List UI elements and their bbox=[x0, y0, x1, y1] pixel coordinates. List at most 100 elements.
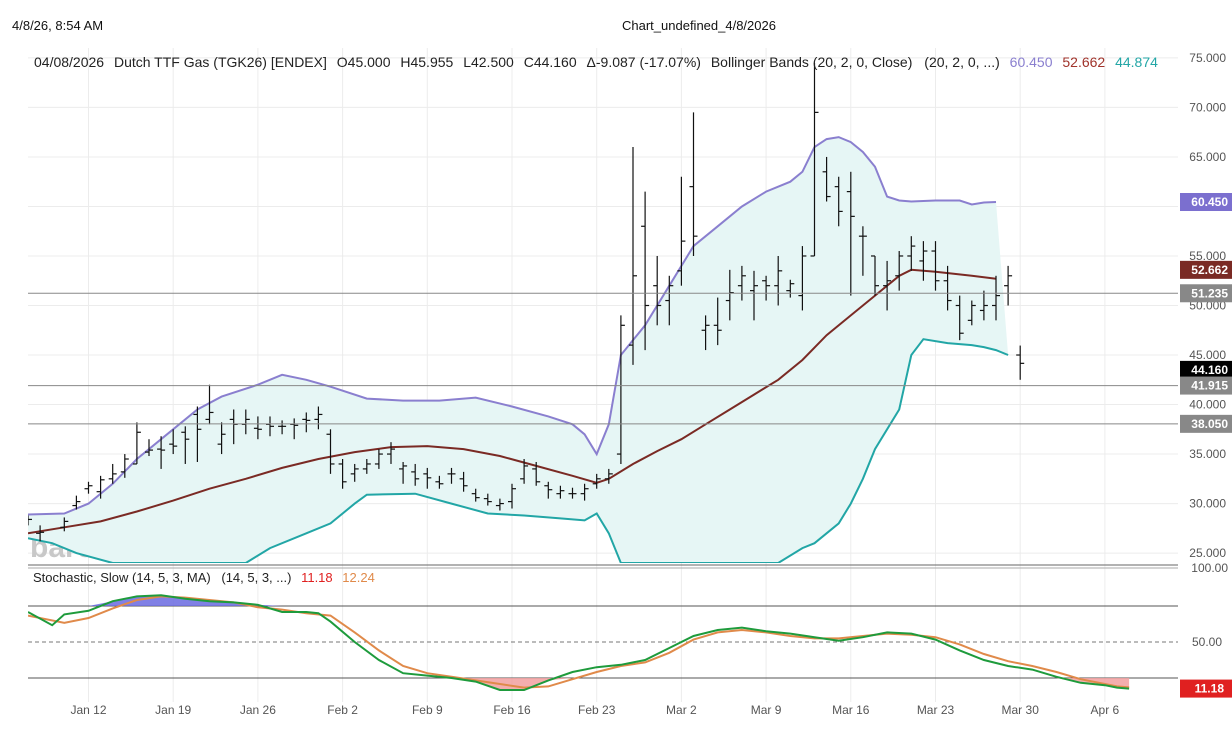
price-tick-label: 65.000 bbox=[1189, 150, 1226, 164]
ohlc-bar bbox=[205, 384, 214, 425]
ohlc-bar bbox=[1016, 345, 1025, 380]
price-badges: 60.450 52.662 51.235 44.160 41.915 38.050 11.1… bbox=[1180, 193, 1232, 698]
ohlc-bar bbox=[604, 468, 613, 484]
price-badge bbox=[1180, 260, 1232, 279]
ohlc-bar bbox=[737, 265, 746, 301]
ohlc-bar bbox=[786, 279, 795, 298]
price-badge bbox=[1180, 284, 1232, 303]
date-tick-label: Feb 16 bbox=[493, 703, 531, 717]
reference-lines bbox=[28, 292, 1178, 425]
title-open: O45.000 bbox=[337, 54, 391, 70]
header-datetime: 4/8/26, 8:54 AM bbox=[12, 18, 104, 33]
title-name: Dutch TTF Gas (TGK26) [ENDEX] bbox=[114, 54, 327, 70]
ohlc-bar bbox=[483, 493, 492, 506]
ohlc-bar bbox=[399, 461, 408, 484]
stoch-d-value: 12.24 bbox=[342, 570, 375, 585]
ohlc-bar bbox=[96, 475, 105, 499]
ohlc-bar bbox=[689, 112, 698, 256]
ohlc-bar bbox=[556, 485, 565, 499]
ohlc-bar bbox=[435, 475, 444, 489]
bollinger-band-fill bbox=[28, 137, 1009, 563]
stoch-k-line bbox=[28, 594, 1130, 691]
ohlc-bar bbox=[411, 463, 420, 486]
ohlc-bar bbox=[145, 439, 153, 457]
title-upper-value: 60.450 bbox=[1010, 54, 1053, 70]
stoch-tick-label: 50.00 bbox=[1192, 635, 1222, 649]
price-badge-label: 38.050 bbox=[1191, 417, 1228, 431]
ohlc-bar bbox=[157, 436, 166, 469]
title-lower-value: 44.874 bbox=[1115, 54, 1158, 70]
ohlc-bar bbox=[750, 270, 758, 321]
ohlc-bar bbox=[822, 156, 831, 202]
ohlc-bar bbox=[447, 467, 456, 484]
price-badge-label: 60.450 bbox=[1191, 195, 1228, 209]
chart-title: 04/08/2026 Dutch TTF Gas (TGK26) [ENDEX]… bbox=[34, 54, 1158, 70]
stoch-d-line bbox=[28, 595, 1130, 689]
ohlc-bar bbox=[713, 297, 722, 346]
price-badge bbox=[1180, 193, 1232, 212]
title-date: 04/08/2026 bbox=[34, 54, 104, 70]
ohlc-bar bbox=[568, 487, 577, 499]
ohlc-bar bbox=[931, 241, 940, 291]
date-tick-label: Mar 2 bbox=[666, 703, 697, 717]
ohlc-bar bbox=[629, 147, 637, 365]
stoch-title: Stochastic, Slow (14, 5, 3, MA) (14, 5, … bbox=[33, 570, 375, 585]
price-badge-label: 52.662 bbox=[1191, 263, 1228, 277]
ohlc-bar bbox=[871, 255, 879, 296]
ohlc-bar bbox=[895, 251, 904, 291]
ohlc-bar bbox=[858, 226, 867, 276]
date-tick-label: Mar 23 bbox=[917, 703, 955, 717]
ohlc-bar bbox=[846, 171, 855, 296]
stoch-overbought-fill bbox=[28, 595, 1130, 606]
bollinger-middle-line bbox=[28, 268, 997, 535]
ohlc-bar bbox=[120, 454, 129, 478]
price-badge bbox=[1180, 360, 1232, 379]
date-tick-label: Feb 2 bbox=[327, 703, 358, 717]
ohlc-bar bbox=[302, 412, 311, 433]
ohlc-bar bbox=[495, 498, 504, 511]
ohlc-bar bbox=[471, 488, 480, 502]
price-badge-label: 51.235 bbox=[1191, 286, 1228, 300]
stoch-oversold-fill bbox=[28, 678, 1130, 690]
ohlc-bar bbox=[1004, 265, 1013, 306]
ohlc-bar bbox=[544, 481, 553, 499]
ohlc-bar bbox=[362, 459, 371, 474]
ohlc-bar bbox=[326, 429, 335, 474]
date-tick-label: Apr 6 bbox=[1091, 703, 1120, 717]
title-close: C44.160 bbox=[524, 54, 577, 70]
ohlc-bar bbox=[592, 473, 601, 489]
ohlc-bar bbox=[314, 406, 323, 430]
stoch-k-value: 11.18 bbox=[301, 570, 333, 585]
ohlc-bar bbox=[907, 236, 916, 271]
price-tick-label: 30.000 bbox=[1189, 497, 1226, 511]
price-tick-label: 40.000 bbox=[1189, 398, 1226, 412]
ohlc-bar bbox=[169, 429, 178, 455]
ohlc-bar bbox=[616, 315, 625, 464]
price-tick-label: 45.000 bbox=[1189, 348, 1226, 362]
ohlc-bar bbox=[798, 246, 807, 311]
price-tick-label: 25.000 bbox=[1189, 546, 1226, 560]
price-badge bbox=[1180, 376, 1232, 395]
price-badge-label: 41.915 bbox=[1191, 379, 1228, 393]
ohlc-bar bbox=[653, 255, 662, 326]
header-chart-file: Chart_undefined_4/8/2026 bbox=[622, 18, 776, 33]
ohlc-bar bbox=[338, 459, 347, 489]
price-axis[interactable]: 25.00030.00035.00040.00045.00050.00055.0… bbox=[1189, 51, 1226, 560]
price-tick-label: 35.000 bbox=[1189, 447, 1226, 461]
price-badge bbox=[1180, 414, 1232, 433]
date-tick-label: Feb 9 bbox=[412, 703, 443, 717]
title-middle-value: 52.662 bbox=[1062, 54, 1105, 70]
ohlc-bar bbox=[701, 315, 710, 351]
ohlc-bars bbox=[28, 62, 1025, 542]
ohlc-bar bbox=[28, 515, 32, 526]
stoch-badge bbox=[1180, 679, 1232, 698]
date-axis[interactable]: Jan 12 Jan 19 Jan 26 Feb 2 Feb 9 Feb 16 Feb 23… bbox=[70, 703, 1119, 717]
ohlc-bar bbox=[108, 463, 117, 484]
ohlc-bar bbox=[36, 525, 45, 542]
ohlc-bar bbox=[253, 416, 262, 440]
ohlc-bar bbox=[278, 420, 287, 435]
ohlc-bar bbox=[919, 241, 928, 281]
ohlc-bar bbox=[72, 495, 81, 510]
stoch-axis[interactable]: 50.00 100.00 bbox=[1191, 561, 1228, 649]
